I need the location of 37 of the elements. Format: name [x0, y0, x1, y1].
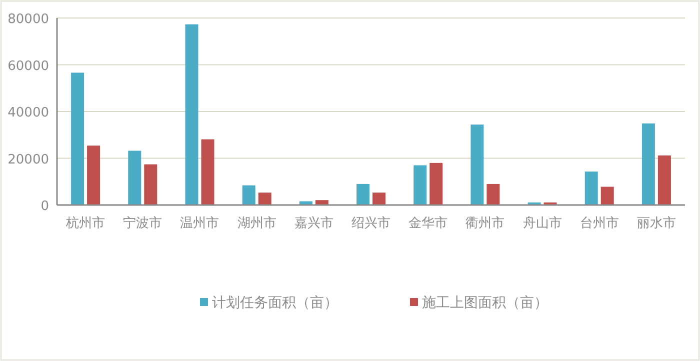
- x-tick-label: 宁波市: [123, 215, 162, 231]
- bar: [185, 24, 198, 205]
- bar: [414, 165, 427, 205]
- bar: [658, 155, 671, 205]
- x-tick-label: 舟山市: [522, 216, 562, 231]
- y-tick-label: 0: [40, 199, 49, 214]
- x-tick-label: 杭州市: [65, 216, 106, 231]
- bar: [242, 185, 256, 205]
- legend-label: 计划任务面积（亩）: [212, 295, 338, 311]
- bar: [201, 139, 214, 205]
- y-tick-label: 80000: [8, 12, 49, 27]
- x-tick-label: 衢州市: [466, 216, 505, 231]
- bar: [430, 162, 443, 205]
- x-tick-label: 金华市: [408, 216, 448, 231]
- bar: [470, 124, 484, 205]
- bar: [71, 72, 84, 205]
- y-tick-label: 40000: [8, 106, 49, 120]
- x-tick-label: 丽水市: [636, 216, 676, 231]
- legend-label: 施工上图面积（亩）: [422, 295, 548, 311]
- x-tick-label: 台州市: [580, 216, 619, 231]
- bar: [128, 150, 142, 205]
- bar: [87, 146, 100, 205]
- x-tick-label: 嘉兴市: [294, 216, 334, 231]
- bar: [486, 184, 500, 205]
- bar: [356, 184, 370, 205]
- bar: [642, 123, 655, 205]
- bar: [600, 186, 614, 205]
- x-tick-label: 湖州市: [237, 216, 276, 231]
- bar: [584, 172, 598, 205]
- x-tick-label: 绍兴市: [352, 216, 390, 231]
- bar: [372, 192, 386, 205]
- bar: [315, 200, 328, 205]
- bar: [144, 164, 158, 205]
- y-tick-label: 60000: [8, 58, 49, 74]
- bar: [258, 192, 272, 205]
- y-tick-label: 20000: [8, 152, 49, 168]
- x-tick-label: 温州市: [180, 216, 220, 231]
